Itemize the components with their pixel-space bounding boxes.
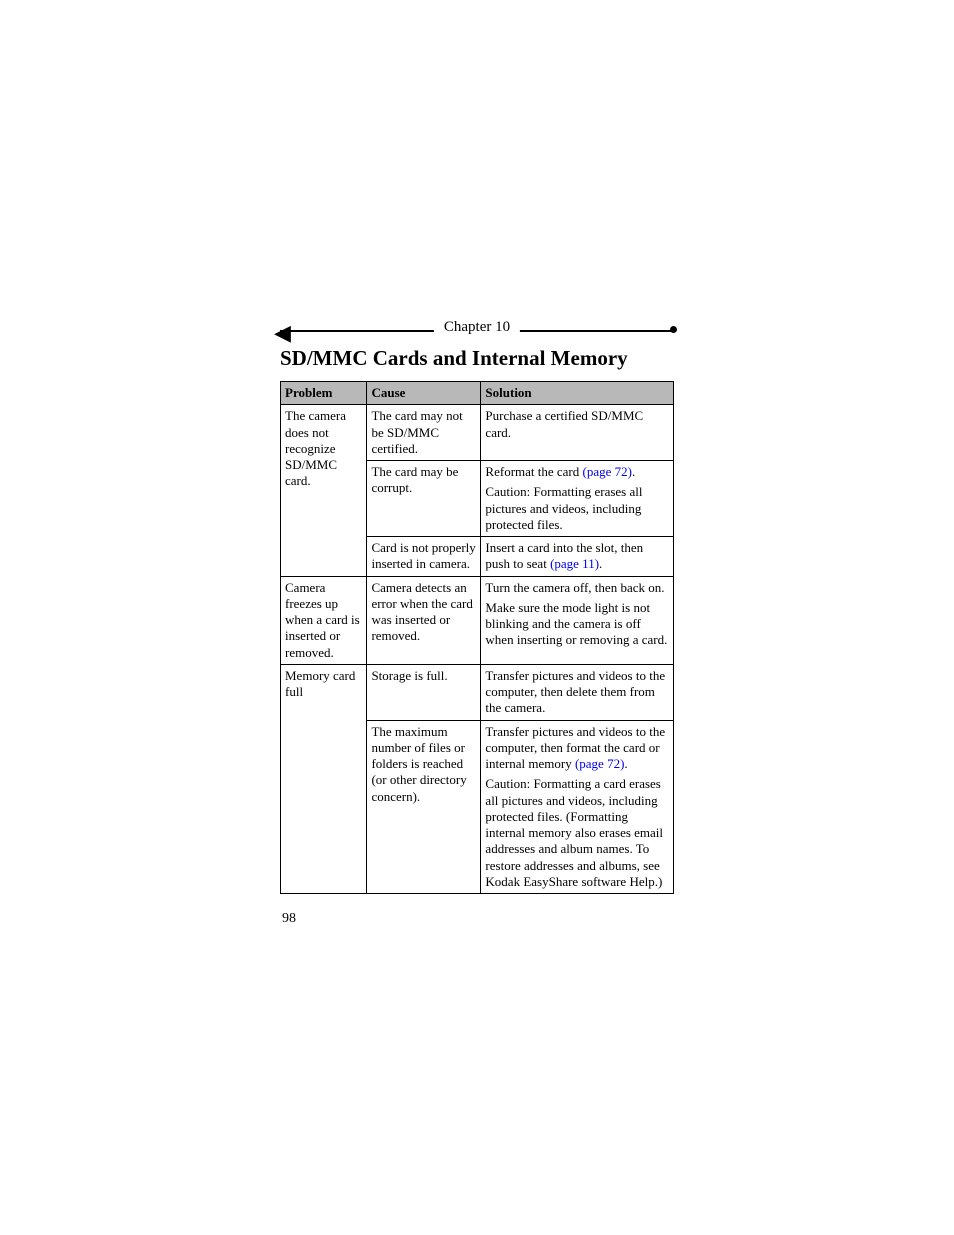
solution-text: Caution: Formatting a card erases all pi… [485,776,669,890]
cell-cause: Camera detects an error when the card wa… [367,576,481,664]
chapter-header: ◀ Chapter 10 [280,330,674,332]
solution-text: Make sure the mode light is not blinking… [485,600,669,649]
troubleshooting-table: Problem Cause Solution The camera does n… [280,381,674,894]
right-dot-icon [670,326,677,333]
solution-text: . [599,556,602,571]
solution-text: . [632,464,635,479]
solution-text: . [624,756,627,771]
cell-solution: Transfer pictures and videos to the comp… [481,720,674,894]
cell-solution: Reformat the card (page 72). Caution: Fo… [481,461,674,537]
page-link[interactable]: (page 11) [550,556,599,571]
cell-problem: Memory card full [281,664,367,893]
cell-solution: Transfer pictures and videos to the comp… [481,664,674,720]
cell-solution: Turn the camera off, then back on. Make … [481,576,674,664]
col-header-problem: Problem [281,382,367,405]
table-row: Camera freezes up when a card is inserte… [281,576,674,664]
solution-text: Turn the camera off, then back on. [485,580,669,596]
page-number: 98 [282,911,296,927]
table-header-row: Problem Cause Solution [281,382,674,405]
left-arrow-icon: ◀ [274,322,291,344]
cell-problem: The camera does not recognize SD/MMC car… [281,405,367,576]
cell-cause: The card may be corrupt. [367,461,481,537]
cell-cause: The card may not be SD/MMC certified. [367,405,481,461]
table-row: The camera does not recognize SD/MMC car… [281,405,674,461]
table-row: Memory card full Storage is full. Transf… [281,664,674,720]
cell-solution: Purchase a certified SD/MMC card. [481,405,674,461]
chapter-title: Chapter 10 [434,319,520,336]
page-link[interactable]: (page 72) [583,464,632,479]
page-link[interactable]: (page 72) [575,756,624,771]
cell-cause: Storage is full. [367,664,481,720]
section-title: SD/MMC Cards and Internal Memory [280,346,674,371]
solution-text: Caution: Formatting erases all pictures … [485,484,669,533]
cell-problem: Camera freezes up when a card is inserte… [281,576,367,664]
solution-text: Reformat the card [485,464,582,479]
cell-cause: The maximum number of files or folders i… [367,720,481,894]
cell-cause: Card is not properly inserted in camera. [367,537,481,577]
cell-solution: Insert a card into the slot, then push t… [481,537,674,577]
col-header-cause: Cause [367,382,481,405]
col-header-solution: Solution [481,382,674,405]
